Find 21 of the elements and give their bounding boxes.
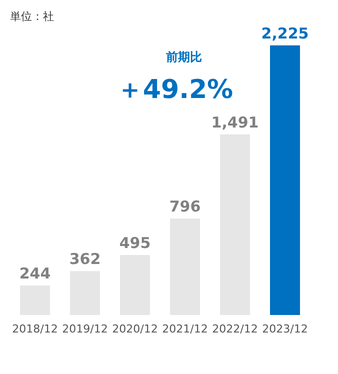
bar [270, 45, 300, 315]
text: 単位：社 [10, 10, 54, 23]
bar [120, 255, 150, 315]
data-label: 796 [169, 198, 201, 216]
data-label: 362 [69, 250, 101, 268]
bar [170, 218, 200, 315]
data-label: 495 [119, 234, 151, 252]
data-label: 244 [19, 264, 51, 282]
data-label: 2,225 [261, 24, 309, 42]
x-tick-label: 2023/12 [262, 322, 308, 336]
bar [70, 271, 100, 315]
x-tick-label: 2018/12 [12, 322, 58, 336]
x-tick-label: 2019/12 [62, 322, 108, 336]
x-tick-label: 2022/12 [212, 322, 258, 336]
data-label: 1,491 [211, 113, 259, 132]
annotation: ＋49.2% [116, 75, 234, 105]
x-tick-label: 2021/12 [162, 322, 208, 336]
bar [220, 134, 250, 315]
bar [20, 285, 50, 315]
x-tick-label: 2020/12 [112, 322, 158, 336]
annotation: 前期比 [165, 50, 202, 64]
